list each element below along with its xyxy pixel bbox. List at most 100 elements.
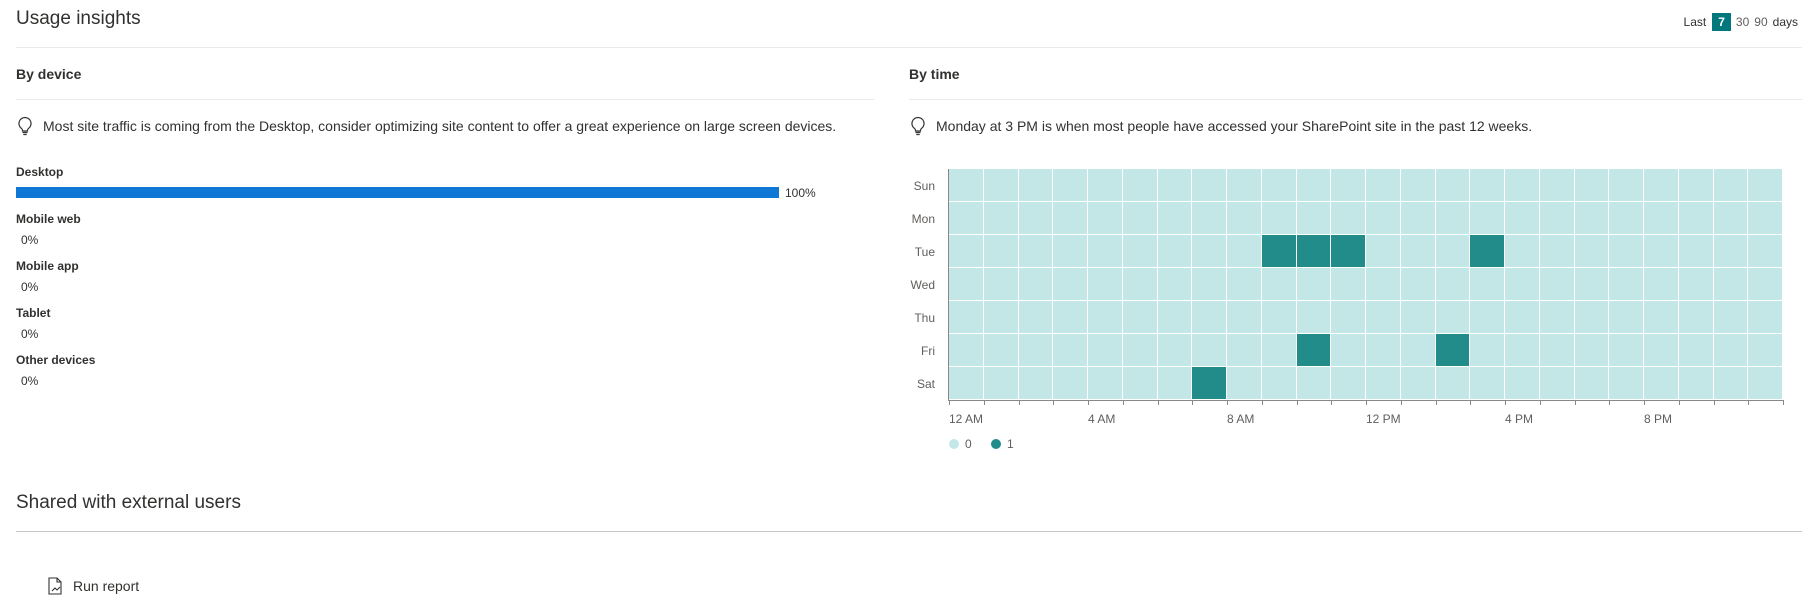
heatmap-cell[interactable]: [1261, 268, 1296, 300]
heatmap-cell[interactable]: [1748, 169, 1782, 201]
heatmap-cell[interactable]: [1157, 169, 1192, 201]
heatmap-cell[interactable]: [1748, 301, 1782, 333]
heatmap-cell[interactable]: [1609, 169, 1643, 201]
heatmap-cell[interactable]: [949, 202, 983, 234]
heatmap-cell[interactable]: [1053, 367, 1087, 399]
heatmap-cell[interactable]: [1609, 268, 1643, 300]
heatmap-cell[interactable]: [1366, 202, 1400, 234]
heatmap-cell[interactable]: [1748, 268, 1782, 300]
heatmap-cell[interactable]: [1088, 169, 1122, 201]
heatmap-cell[interactable]: [1053, 169, 1087, 201]
heatmap-cell[interactable]: [1296, 367, 1331, 399]
heatmap-cell[interactable]: [983, 235, 1018, 267]
heatmap-cell[interactable]: [1053, 235, 1087, 267]
heatmap-cell[interactable]: [1192, 235, 1226, 267]
range-option-90[interactable]: 90: [1754, 15, 1768, 29]
heatmap-cell[interactable]: [1018, 235, 1053, 267]
heatmap-cell[interactable]: [1366, 235, 1400, 267]
heatmap-cell[interactable]: [1748, 334, 1782, 366]
heatmap-cell[interactable]: [1296, 301, 1331, 333]
heatmap-cell[interactable]: [1331, 235, 1365, 267]
heatmap-cell[interactable]: [1435, 367, 1470, 399]
heatmap-cell[interactable]: [1261, 202, 1296, 234]
heatmap-cell[interactable]: [1644, 301, 1678, 333]
heatmap-cell[interactable]: [1713, 301, 1748, 333]
heatmap-cell[interactable]: [1261, 367, 1296, 399]
heatmap-cell[interactable]: [949, 169, 983, 201]
heatmap-cell[interactable]: [1366, 334, 1400, 366]
heatmap-cell[interactable]: [1505, 202, 1539, 234]
heatmap-cell[interactable]: [1574, 169, 1609, 201]
heatmap-cell[interactable]: [1227, 334, 1261, 366]
heatmap-cell[interactable]: [1713, 235, 1748, 267]
heatmap-cell[interactable]: [1157, 367, 1192, 399]
heatmap-cell[interactable]: [1227, 268, 1261, 300]
heatmap-cell[interactable]: [1400, 235, 1435, 267]
heatmap-cell[interactable]: [1018, 169, 1053, 201]
heatmap-cell[interactable]: [1505, 235, 1539, 267]
heatmap-cell[interactable]: [1505, 268, 1539, 300]
heatmap-cell[interactable]: [983, 169, 1018, 201]
heatmap-cell[interactable]: [1227, 367, 1261, 399]
heatmap-cell[interactable]: [1296, 334, 1331, 366]
heatmap-cell[interactable]: [1122, 334, 1157, 366]
heatmap-cell[interactable]: [1122, 268, 1157, 300]
heatmap-cell[interactable]: [1539, 367, 1574, 399]
heatmap-cell[interactable]: [1713, 169, 1748, 201]
heatmap-cell[interactable]: [1296, 268, 1331, 300]
heatmap-cell[interactable]: [1574, 235, 1609, 267]
heatmap-cell[interactable]: [1470, 334, 1504, 366]
heatmap-cell[interactable]: [1296, 202, 1331, 234]
heatmap-cell[interactable]: [1644, 169, 1678, 201]
heatmap-cell[interactable]: [1505, 334, 1539, 366]
heatmap-cell[interactable]: [1122, 169, 1157, 201]
heatmap-cell[interactable]: [983, 268, 1018, 300]
heatmap-cell[interactable]: [1157, 268, 1192, 300]
heatmap-cell[interactable]: [1470, 169, 1504, 201]
heatmap-cell[interactable]: [1157, 301, 1192, 333]
heatmap-cell[interactable]: [1261, 334, 1296, 366]
heatmap-cell[interactable]: [1053, 268, 1087, 300]
heatmap-cell[interactable]: [1192, 334, 1226, 366]
heatmap-cell[interactable]: [1678, 367, 1713, 399]
heatmap-cell[interactable]: [983, 367, 1018, 399]
heatmap-cell[interactable]: [1470, 301, 1504, 333]
heatmap-cell[interactable]: [983, 301, 1018, 333]
heatmap-cell[interactable]: [949, 334, 983, 366]
heatmap-cell[interactable]: [1470, 235, 1504, 267]
heatmap-cell[interactable]: [1018, 268, 1053, 300]
heatmap-cell[interactable]: [1539, 301, 1574, 333]
heatmap-cell[interactable]: [1366, 301, 1400, 333]
heatmap-cell[interactable]: [1609, 367, 1643, 399]
heatmap-cell[interactable]: [1157, 202, 1192, 234]
heatmap-cell[interactable]: [1435, 235, 1470, 267]
heatmap-cell[interactable]: [1400, 301, 1435, 333]
heatmap-cell[interactable]: [1748, 202, 1782, 234]
heatmap-cell[interactable]: [1122, 301, 1157, 333]
heatmap-cell[interactable]: [949, 301, 983, 333]
heatmap-cell[interactable]: [1678, 202, 1713, 234]
heatmap-cell[interactable]: [1748, 235, 1782, 267]
heatmap-cell[interactable]: [1018, 202, 1053, 234]
heatmap-cell[interactable]: [1505, 367, 1539, 399]
heatmap-cell[interactable]: [1470, 367, 1504, 399]
heatmap-cell[interactable]: [1574, 334, 1609, 366]
heatmap-cell[interactable]: [1400, 367, 1435, 399]
heatmap-cell[interactable]: [1192, 169, 1226, 201]
heatmap-cell[interactable]: [1331, 301, 1365, 333]
heatmap-cell[interactable]: [1539, 334, 1574, 366]
heatmap-cell[interactable]: [1192, 202, 1226, 234]
heatmap-cell[interactable]: [1157, 334, 1192, 366]
heatmap-cell[interactable]: [1505, 301, 1539, 333]
heatmap-cell[interactable]: [1678, 235, 1713, 267]
heatmap-cell[interactable]: [1678, 301, 1713, 333]
heatmap-cell[interactable]: [1400, 202, 1435, 234]
heatmap-cell[interactable]: [1574, 268, 1609, 300]
heatmap-cell[interactable]: [1122, 202, 1157, 234]
heatmap-cell[interactable]: [1435, 268, 1470, 300]
heatmap-cell[interactable]: [1296, 169, 1331, 201]
heatmap-cell[interactable]: [1435, 301, 1470, 333]
heatmap-cell[interactable]: [1644, 367, 1678, 399]
heatmap-cell[interactable]: [1053, 202, 1087, 234]
heatmap-cell[interactable]: [1539, 169, 1574, 201]
